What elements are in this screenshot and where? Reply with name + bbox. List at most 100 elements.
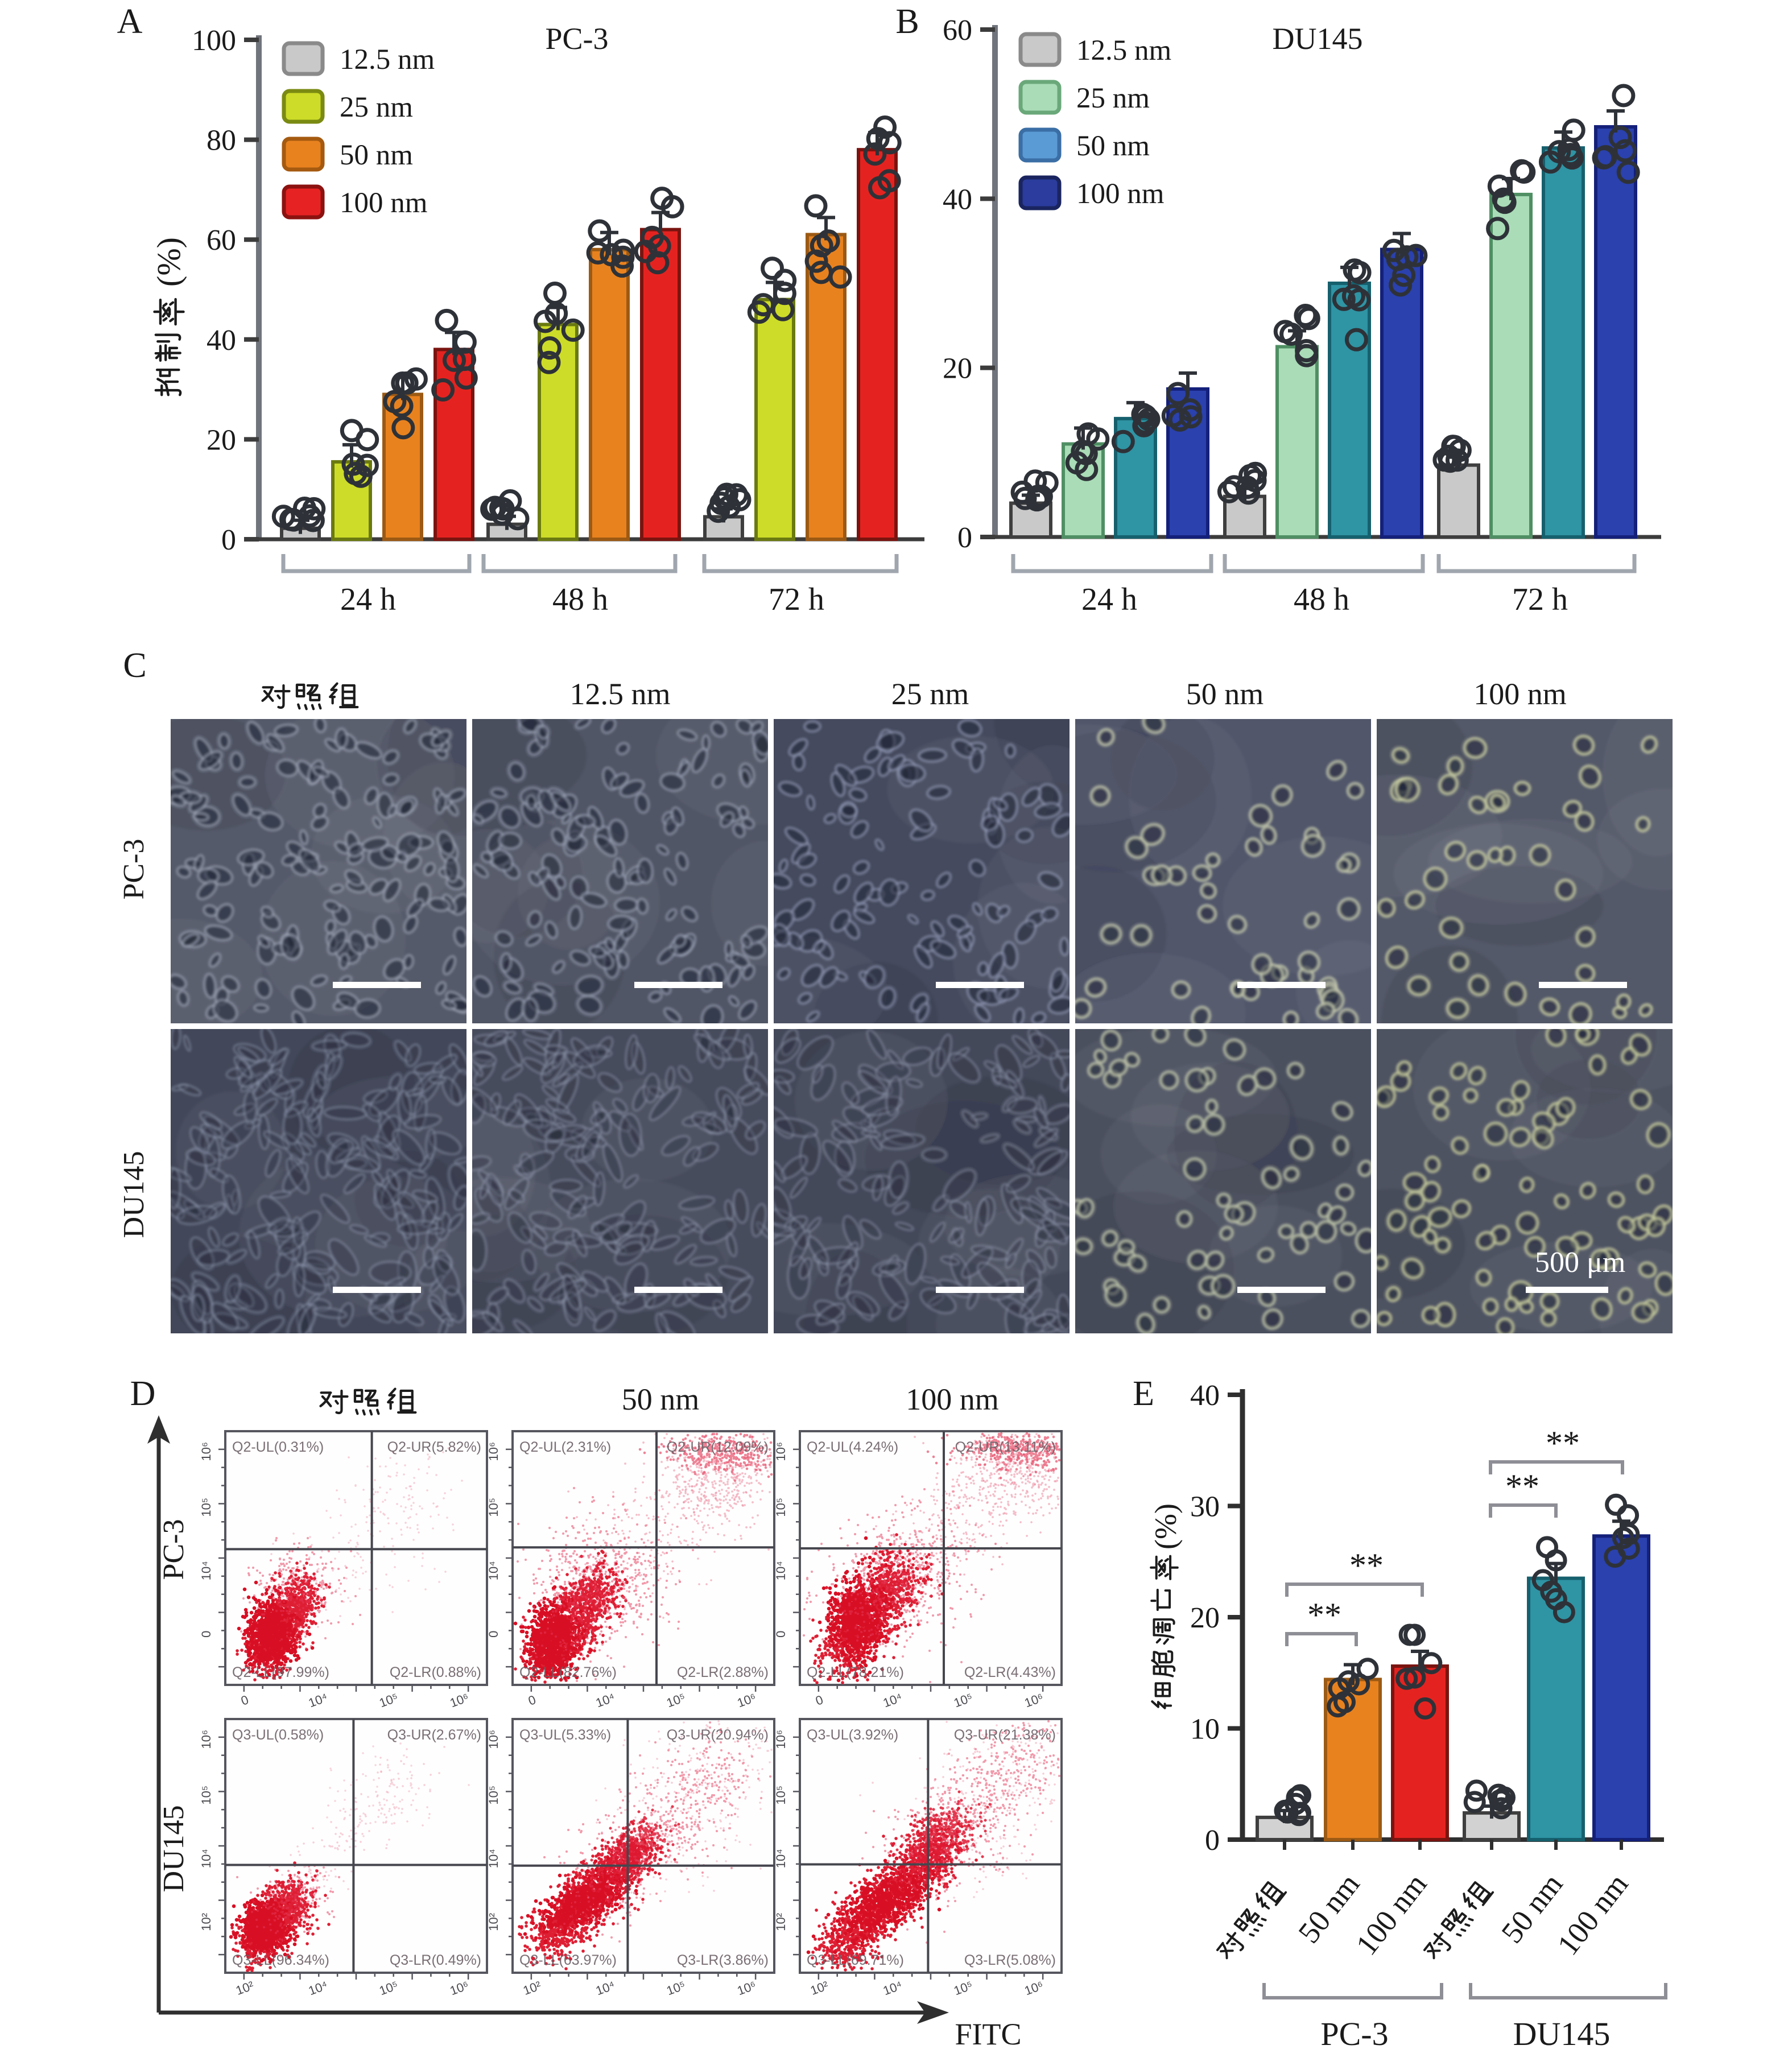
svg-text:48 h: 48 h: [1294, 582, 1349, 617]
svg-text:100: 100: [192, 24, 236, 57]
svg-text:DU145: DU145: [118, 1151, 150, 1238]
svg-text:**: **: [1505, 1468, 1539, 1505]
svg-text:60: 60: [943, 14, 972, 47]
svg-text:**: **: [1546, 1424, 1580, 1462]
svg-text:Q2-UR(12.09%): Q2-UR(12.09%): [667, 1439, 769, 1455]
svg-text:24 h: 24 h: [340, 582, 396, 617]
svg-text:Q2-UR(5.82%): Q2-UR(5.82%): [387, 1439, 481, 1455]
svg-text:PC-3: PC-3: [118, 839, 150, 900]
svg-text:Q2-UL(4.24%): Q2-UL(4.24%): [807, 1439, 898, 1455]
svg-text:**: **: [1307, 1596, 1341, 1634]
svg-text:Q3-UR(20.94%): Q3-UR(20.94%): [667, 1727, 769, 1743]
svg-text:10⁵: 10⁵: [486, 1786, 501, 1805]
svg-text:(%): (%): [150, 237, 187, 287]
svg-text:Q3-UR(21.38%): Q3-UR(21.38%): [954, 1727, 1056, 1743]
svg-text:10⁴: 10⁴: [199, 1561, 213, 1580]
svg-text:10⁶: 10⁶: [486, 1442, 501, 1461]
svg-text:Q3-UL(3.92%): Q3-UL(3.92%): [807, 1727, 898, 1743]
svg-text:100 nm: 100 nm: [1473, 677, 1567, 711]
svg-text:Q2-LR(4.43%): Q2-LR(4.43%): [964, 1664, 1056, 1680]
svg-text:Q3-UR(2.67%): Q3-UR(2.67%): [387, 1727, 481, 1743]
svg-text:10²: 10²: [199, 1913, 213, 1931]
svg-text:60: 60: [207, 224, 236, 257]
svg-text:DU145: DU145: [1513, 2015, 1611, 2052]
svg-text:FITC: FITC: [955, 2017, 1021, 2051]
svg-text:10⁵: 10⁵: [199, 1498, 213, 1517]
svg-text:0: 0: [957, 522, 972, 554]
svg-text:D: D: [130, 1374, 156, 1413]
svg-text:Q3-LL(69.71%): Q3-LL(69.71%): [807, 1952, 904, 1968]
svg-text:20: 20: [207, 424, 236, 456]
svg-text:12.5 nm: 12.5 nm: [569, 677, 670, 711]
svg-text:24 h: 24 h: [1081, 582, 1137, 617]
svg-text:10⁵: 10⁵: [774, 1498, 788, 1517]
svg-text:50 nm: 50 nm: [622, 1382, 700, 1416]
svg-text:Q3-LR(5.08%): Q3-LR(5.08%): [964, 1952, 1056, 1968]
svg-text:Q2-UL(0.31%): Q2-UL(0.31%): [232, 1439, 324, 1455]
svg-text:30: 30: [1190, 1491, 1220, 1523]
svg-text:25 nm: 25 nm: [891, 677, 969, 711]
svg-text:10⁶: 10⁶: [199, 1730, 213, 1749]
svg-text:10⁴: 10⁴: [486, 1849, 501, 1868]
svg-text:10⁴: 10⁴: [199, 1849, 213, 1868]
svg-text:A: A: [117, 2, 143, 41]
svg-text:20: 20: [1190, 1602, 1220, 1634]
svg-text:10⁶: 10⁶: [774, 1442, 788, 1461]
svg-text:0: 0: [199, 1631, 213, 1638]
svg-text:PC-3: PC-3: [1320, 2015, 1388, 2052]
svg-text:40: 40: [943, 183, 972, 216]
svg-text:10²: 10²: [486, 1913, 501, 1931]
svg-text:80: 80: [207, 125, 236, 157]
svg-text:100 nm: 100 nm: [340, 187, 427, 219]
svg-text:10²: 10²: [774, 1913, 788, 1931]
svg-text:25 nm: 25 nm: [340, 92, 413, 123]
svg-text:Q2-UR(13.11%): Q2-UR(13.11%): [955, 1439, 1056, 1455]
svg-text:10⁴: 10⁴: [774, 1561, 788, 1580]
svg-text:Q2-LL(78.21%): Q2-LL(78.21%): [807, 1664, 904, 1680]
svg-text:Q2-LR(2.88%): Q2-LR(2.88%): [677, 1664, 769, 1680]
svg-text:(%): (%): [1149, 1503, 1183, 1550]
svg-text:10⁵: 10⁵: [199, 1786, 213, 1805]
svg-text:Q2-LR(0.88%): Q2-LR(0.88%): [390, 1664, 481, 1680]
svg-text:DU145: DU145: [1273, 22, 1363, 56]
svg-text:100 nm: 100 nm: [1076, 178, 1164, 210]
svg-text:Q3-LR(3.86%): Q3-LR(3.86%): [677, 1952, 769, 1968]
svg-text:50 nm: 50 nm: [1186, 677, 1264, 711]
svg-text:**: **: [1349, 1547, 1384, 1584]
svg-text:48 h: 48 h: [552, 582, 608, 617]
svg-text:Q3-UL(0.58%): Q3-UL(0.58%): [232, 1727, 324, 1743]
svg-text:12.5 nm: 12.5 nm: [340, 44, 435, 76]
svg-text:PC-3: PC-3: [158, 1519, 190, 1580]
svg-text:0: 0: [486, 1631, 501, 1638]
svg-text:Q2-LL(82.76%): Q2-LL(82.76%): [519, 1664, 617, 1680]
svg-text:Q3-LR(0.49%): Q3-LR(0.49%): [390, 1952, 481, 1968]
svg-text:50 nm: 50 nm: [340, 139, 413, 171]
svg-text:Q3-UL(5.33%): Q3-UL(5.33%): [519, 1727, 611, 1743]
svg-text:50 nm: 50 nm: [1076, 130, 1150, 162]
svg-text:Q2-LL(97.99%): Q2-LL(97.99%): [232, 1664, 329, 1680]
svg-text:E: E: [1133, 1374, 1154, 1413]
svg-text:12.5 nm: 12.5 nm: [1076, 35, 1171, 67]
svg-text:20: 20: [943, 353, 972, 385]
svg-text:PC-3: PC-3: [545, 22, 608, 56]
svg-text:B: B: [895, 2, 919, 41]
svg-text:Q3-LL(63.97%): Q3-LL(63.97%): [519, 1952, 617, 1968]
svg-text:Q2-UL(2.31%): Q2-UL(2.31%): [519, 1439, 611, 1455]
svg-text:10⁵: 10⁵: [774, 1786, 788, 1805]
svg-text:10⁶: 10⁶: [486, 1730, 501, 1749]
svg-text:0: 0: [1205, 1824, 1220, 1857]
svg-text:500 μm: 500 μm: [1535, 1246, 1625, 1279]
svg-text:DU145: DU145: [158, 1805, 190, 1892]
svg-text:Q3-LL(96.34%): Q3-LL(96.34%): [232, 1952, 329, 1968]
svg-text:72 h: 72 h: [1512, 582, 1568, 617]
svg-text:10⁴: 10⁴: [774, 1849, 788, 1868]
svg-text:100 nm: 100 nm: [906, 1382, 999, 1416]
svg-text:0: 0: [221, 524, 236, 556]
svg-text:72 h: 72 h: [769, 582, 824, 617]
svg-text:10⁵: 10⁵: [486, 1498, 501, 1517]
svg-text:40: 40: [1190, 1379, 1220, 1412]
svg-text:10⁶: 10⁶: [774, 1730, 788, 1749]
svg-text:40: 40: [207, 324, 236, 357]
svg-text:C: C: [123, 646, 146, 685]
svg-text:10⁴: 10⁴: [486, 1561, 501, 1580]
